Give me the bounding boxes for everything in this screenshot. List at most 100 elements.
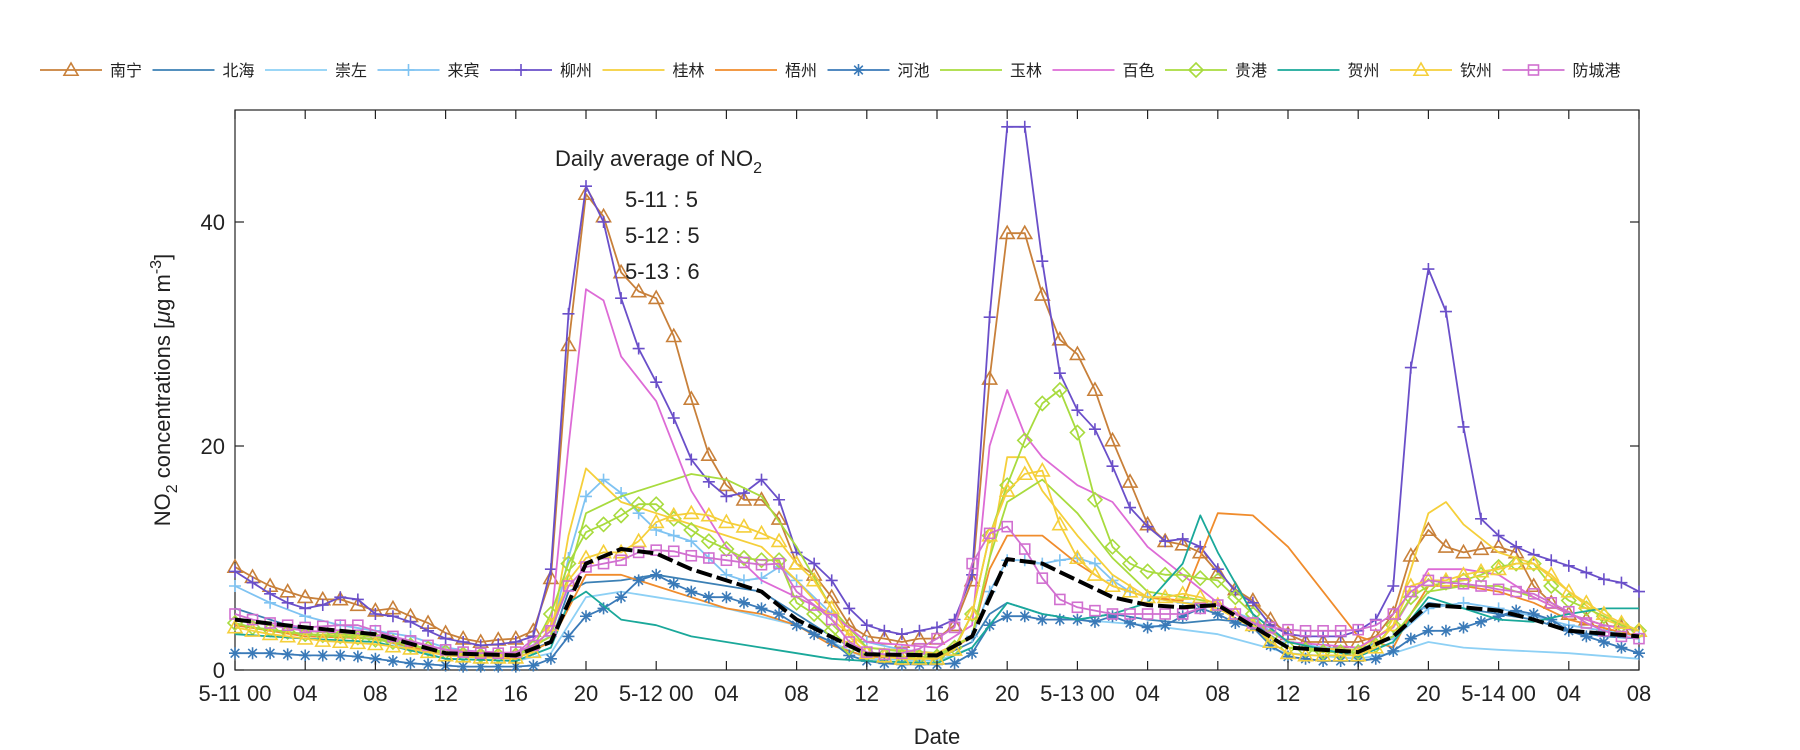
data-point-防城港 <box>545 624 557 637</box>
data-point-柳州 <box>299 602 312 615</box>
data-point-贵港 <box>1104 538 1121 555</box>
data-point-贵港 <box>1174 566 1191 583</box>
data-point-柳州 <box>632 342 645 355</box>
data-point-防城港 <box>738 556 750 569</box>
data-point-贵港 <box>577 524 595 541</box>
data-point-钦州 <box>1191 588 1209 604</box>
x-tick-label: 08 <box>363 681 387 706</box>
data-point-防城港 <box>755 558 768 571</box>
data-point-柳州 <box>1457 420 1470 433</box>
data-point-柳州 <box>948 613 961 626</box>
data-point-钦州 <box>402 640 419 655</box>
data-point-河池 <box>1036 613 1049 626</box>
data-point-钦州 <box>805 571 823 587</box>
data-point-防城港 <box>650 544 663 556</box>
data-point-贵港 <box>1543 577 1560 595</box>
data-point-防城港 <box>1001 520 1014 533</box>
data-point-防城港 <box>1159 608 1171 620</box>
data-point-来宾 <box>755 572 768 585</box>
data-point-河池 <box>474 660 487 673</box>
data-point-柳州 <box>1527 548 1540 561</box>
data-point-钦州 <box>1174 585 1192 600</box>
data-point-河池 <box>580 610 592 623</box>
x-tick-label: 04 <box>1135 681 1159 706</box>
data-point-贵港 <box>683 521 700 539</box>
legend-label: 来宾 <box>448 62 480 80</box>
data-point-防城港 <box>773 557 785 570</box>
data-point-贵港 <box>560 555 577 572</box>
annotation-title-text: Daily average of NO <box>555 146 753 171</box>
data-point-柳州 <box>1053 367 1066 380</box>
legend-marker <box>1412 61 1430 77</box>
series-line-百色 <box>234 288 1640 655</box>
data-point-贵港 <box>806 605 823 623</box>
legend-marker <box>1187 61 1205 79</box>
data-point-来宾 <box>1457 596 1470 609</box>
legend-marker <box>62 61 80 77</box>
data-point-柳州 <box>386 610 399 623</box>
data-point-贵港 <box>1508 555 1525 572</box>
data-point-钦州 <box>1437 571 1455 587</box>
legend-label: 防城港 <box>1573 62 1621 80</box>
data-point-南宁 <box>1455 543 1472 559</box>
data-point-钦州 <box>1069 549 1086 565</box>
data-point-防城港 <box>615 554 627 567</box>
y-label-unit: g m <box>150 274 175 311</box>
data-point-贵港 <box>630 496 647 513</box>
data-point-河池 <box>1580 630 1593 643</box>
data-point-防城港 <box>1317 624 1329 637</box>
data-point-钦州 <box>1613 614 1630 630</box>
data-point-贵港 <box>1069 424 1086 441</box>
data-point-贵港 <box>788 594 805 611</box>
data-point-河池 <box>1001 610 1014 623</box>
data-point-防城港 <box>1352 623 1364 636</box>
data-point-柳州 <box>755 473 768 486</box>
data-point-河池 <box>1527 608 1540 620</box>
data-point-河池 <box>1492 610 1505 623</box>
data-point-南宁 <box>1051 330 1069 346</box>
daily-average-annotation: Daily average of NO2 5-11 : 5 5-12 : 5 5… <box>555 146 762 284</box>
data-point-柳州 <box>1387 580 1400 592</box>
data-point-南宁 <box>682 390 700 406</box>
data-point-钦州 <box>1121 582 1139 598</box>
data-point-柳州 <box>580 180 592 193</box>
data-point-南宁 <box>1086 381 1104 397</box>
data-point-南宁 <box>1069 345 1086 361</box>
data-point-防城港 <box>316 620 329 633</box>
data-point-柳州 <box>860 619 873 632</box>
legend: 南宁 北海 崇左 来宾 柳州 桂林 梧州 河池 玉林 百色 贵港 贺州 钦州 防城港 <box>40 61 1621 80</box>
data-point-防城港 <box>720 554 733 567</box>
data-point-河池 <box>1282 650 1294 663</box>
data-point-河池 <box>264 647 277 660</box>
data-point-河池 <box>1053 613 1066 626</box>
legend-marker <box>1527 64 1540 76</box>
legend-label: 南宁 <box>110 62 142 80</box>
x-tick-label: 5-13 00 <box>1040 681 1115 706</box>
data-point-柳州 <box>983 311 996 324</box>
data-point-柳州 <box>422 624 435 637</box>
data-point-南宁 <box>349 596 367 612</box>
y-axis-label: NO2 concentrations [μg m-3] <box>148 254 181 526</box>
data-point-贵港 <box>332 628 349 645</box>
data-point-河池 <box>790 619 803 632</box>
plot-area: 5-11 00 04 08 12 16 20 5-12 00 04 08 12 16 20 5-13 0… <box>199 109 1651 706</box>
data-point-柳州 <box>1001 120 1014 133</box>
data-point-柳州 <box>1597 573 1610 586</box>
data-point-柳州 <box>737 487 750 500</box>
data-point-柳州 <box>913 624 926 637</box>
series-line-average <box>234 547 1640 658</box>
data-point-柳州 <box>1633 585 1645 598</box>
data-point-防城港 <box>1387 608 1400 620</box>
data-point-河池 <box>544 652 557 665</box>
data-point-河池 <box>1369 652 1382 665</box>
data-point-柳州 <box>369 608 382 620</box>
data-point-河池 <box>1597 636 1610 648</box>
data-point-河池 <box>316 649 329 662</box>
legend-label: 河池 <box>898 62 930 80</box>
data-point-柳州 <box>1088 423 1101 436</box>
x-tick-label: 16 <box>925 681 949 706</box>
data-point-柳州 <box>1404 361 1417 374</box>
data-point-钦州 <box>1595 605 1613 621</box>
data-point-钦州 <box>718 513 735 529</box>
data-point-河池 <box>808 628 821 641</box>
